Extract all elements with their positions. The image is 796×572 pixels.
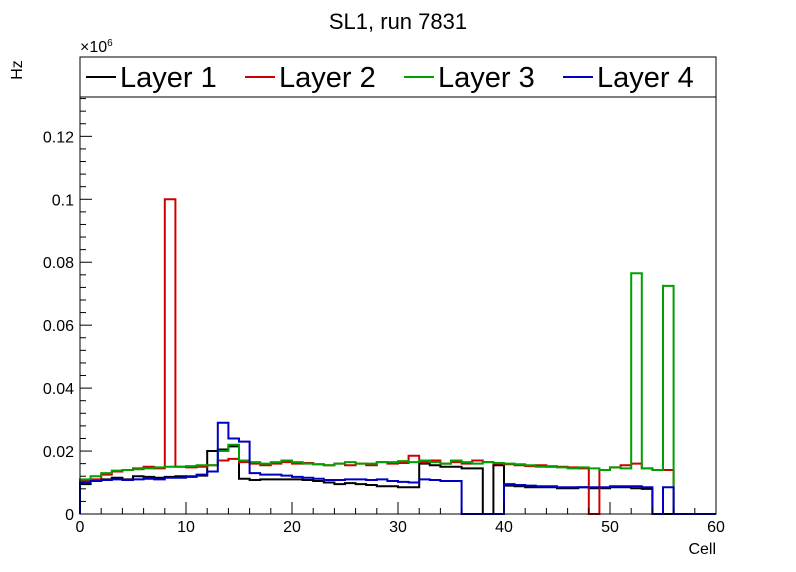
y-tick-label: 0.08 — [43, 255, 74, 272]
legend-entry-layer-1: Layer 1 — [86, 62, 217, 94]
y-tick-label: 0.12 — [43, 129, 74, 146]
chart-title: SL1, run 7831 — [329, 9, 467, 34]
series-line-layer-4 — [79, 421, 716, 515]
legend-entry-layer-4: Layer 4 — [563, 62, 694, 94]
y-tick-label: 0.04 — [43, 381, 74, 398]
y-tick-label: 0.1 — [52, 192, 74, 209]
series-layer — [79, 198, 716, 515]
x-tick-label: 0 — [76, 519, 85, 536]
y-tick-label: 0.02 — [43, 444, 74, 461]
x-axis-label: Cell — [688, 541, 716, 558]
legend-label: Layer 3 — [438, 62, 535, 94]
legend-box — [79, 56, 717, 98]
x-tick-label: 20 — [283, 519, 301, 536]
series-line-layer-3 — [79, 272, 716, 515]
axes-layer: 0 10 20 30 40 50 60 0 0.02 0.04 0.06 0.08 0.1 0.12 — [43, 98, 725, 536]
legend: Layer 1 Layer 2 Layer 3 Layer 4 — [86, 62, 694, 94]
legend-entry-layer-2: Layer 2 — [245, 62, 376, 94]
x-tick-label: 40 — [495, 519, 513, 536]
y-axis-label: Hz — [9, 60, 26, 80]
y-axis-multiplier: ×106 — [80, 38, 113, 56]
legend-entry-layer-3: Layer 3 — [404, 62, 535, 94]
x-tick-label: 50 — [601, 519, 619, 536]
x-tick-label: 60 — [707, 519, 725, 536]
y-tick-label: 0.06 — [43, 318, 74, 335]
legend-label: Layer 1 — [120, 62, 217, 94]
x-tick-label: 10 — [177, 519, 195, 536]
x-tick-label: 30 — [389, 519, 407, 536]
legend-label: Layer 2 — [279, 62, 376, 94]
y-axis-multiplier-exponent: 6 — [107, 38, 113, 49]
legend-label: Layer 4 — [597, 62, 694, 94]
y-tick-label: 0 — [65, 507, 74, 524]
y-axis-multiplier-base: ×10 — [80, 39, 107, 56]
